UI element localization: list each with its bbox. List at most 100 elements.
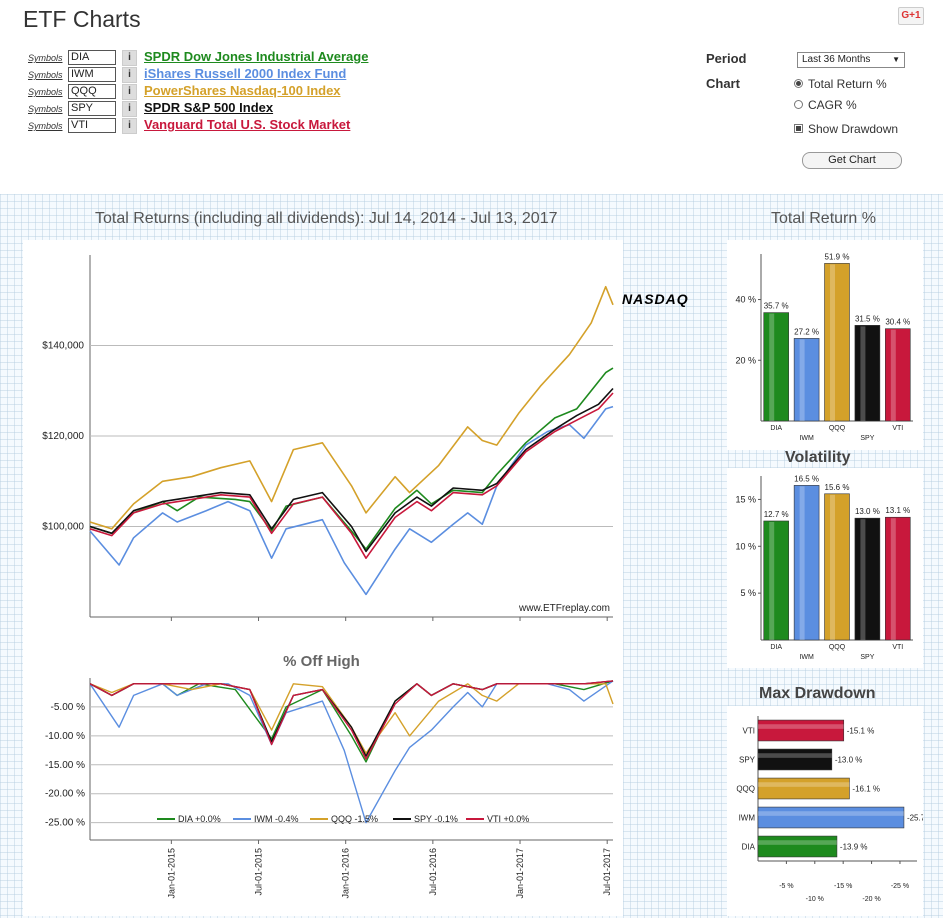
max-drawdown-bars: -15.1 % VTI -13.0 % SPY -16.1 % QQQ -25.7 % IWM…	[736, 716, 935, 903]
y-tick-label: 10 %	[735, 541, 756, 551]
x-tick-label: DIA	[770, 425, 782, 432]
y-tick-label: IWM	[739, 814, 756, 823]
bar-dia	[763, 520, 789, 641]
y-tick-label: -5.00 %	[51, 702, 86, 713]
bar-highlight	[860, 519, 866, 640]
fund-link[interactable]: SPDR Dow Jones Industrial Average	[144, 49, 369, 64]
google-plus-button[interactable]: G+1	[898, 7, 924, 25]
x-tick-label: QQQ	[829, 425, 846, 432]
bar-highlight	[830, 494, 836, 640]
drawdown-line-dia	[89, 680, 614, 763]
y-tick-label: 20 %	[735, 355, 756, 365]
chart-label: Chart	[706, 76, 740, 91]
legend-item: VTI +0.0%	[487, 814, 529, 824]
series-line-iwm	[89, 405, 614, 596]
show-drawdown-checkbox[interactable]: Show Drawdown	[794, 122, 898, 136]
fund-link[interactable]: iShares Russell 2000 Index Fund	[144, 66, 347, 81]
symbols-link[interactable]: Symbols	[28, 53, 63, 63]
symbol-input[interactable]: SPY	[68, 101, 116, 116]
symbols-link[interactable]: Symbols	[28, 104, 63, 114]
fund-link[interactable]: PowerShares Nasdaq-100 Index	[144, 83, 341, 98]
bar-highlight	[890, 329, 896, 421]
symbols-link[interactable]: Symbols	[28, 70, 63, 80]
radio-selected-icon	[794, 79, 803, 88]
y-tick-label: 40 %	[735, 295, 756, 305]
info-button[interactable]: i	[122, 50, 137, 66]
symbols-link[interactable]: Symbols	[28, 121, 63, 131]
off-high-chart: % Off High -5.00 % -10.00 % -15.00 % -20.00 …	[45, 653, 614, 899]
bar-iwm	[757, 806, 905, 829]
bar-value-label: 12.7 %	[764, 510, 789, 519]
drawdown-line-spy	[89, 680, 614, 757]
total-return-title: Total Return %	[771, 210, 876, 227]
legend-item: SPY -0.1%	[414, 814, 458, 824]
symbol-input[interactable]: VTI	[68, 118, 116, 133]
x-tick-label: IWM	[799, 654, 814, 661]
y-tick-label: 15 %	[735, 494, 756, 504]
x-tick-label: -20 %	[862, 896, 880, 903]
main-chart-svg: $100,000 $120,000 $140,000 www.ETFreplay.co…	[42, 255, 614, 899]
total-returns-chart: $100,000 $120,000 $140,000 www.ETFreplay.co…	[42, 255, 614, 621]
y-tick-label: DIA	[742, 843, 756, 852]
fund-link[interactable]: Vanguard Total U.S. Stock Market	[144, 117, 351, 132]
series-line-qqq	[89, 285, 614, 530]
total-return-bars: 20 % 40 % 35.7 % DIA 27.2 % IWM 51.9 % QQQ 31.5 …	[735, 252, 913, 442]
bar-highlight	[758, 840, 837, 845]
legend-item: IWM -0.4%	[254, 814, 299, 824]
y-tick-label: 5 %	[740, 588, 756, 598]
x-tick-label: SPY	[860, 435, 874, 442]
drawdown-line-qqq	[89, 683, 614, 754]
fund-link[interactable]: SPDR S&P 500 Index	[144, 100, 274, 115]
y-tick-label: QQQ	[736, 785, 755, 794]
x-tick-label: Jan-01-2017	[515, 848, 525, 899]
bar-vti	[757, 719, 845, 742]
symbol-input[interactable]: DIA	[68, 50, 116, 65]
symbol-input[interactable]: IWM	[68, 67, 116, 82]
symbols-link[interactable]: Symbols	[28, 87, 63, 97]
info-button[interactable]: i	[122, 67, 137, 83]
series-line-dia	[89, 367, 614, 550]
symbol-input[interactable]: QQQ	[68, 84, 116, 99]
cagr-label: CAGR %	[808, 98, 857, 112]
period-select[interactable]: Last 36 Months ▼	[797, 52, 905, 68]
legend-item: QQQ -1.5%	[331, 814, 378, 824]
bar-dia	[757, 835, 838, 858]
period-value: Last 36 Months	[802, 54, 871, 65]
x-tick-label: -10 %	[806, 896, 824, 903]
volatility-bars: 5 % 10 % 15 % 12.7 % DIA 16.5 % IWM 15.6 % QQQ 13…	[735, 474, 913, 661]
bar-vti	[885, 516, 911, 641]
x-tick-label: IWM	[799, 435, 814, 442]
get-chart-button[interactable]: Get Chart	[802, 152, 902, 169]
info-button[interactable]: i	[122, 118, 137, 134]
bar-highlight	[758, 753, 832, 758]
main-chart-title: Total Returns (including all dividends):…	[95, 210, 558, 227]
bar-highlight	[758, 724, 844, 729]
info-button[interactable]: i	[122, 101, 137, 117]
total-return-radio[interactable]: Total Return %	[794, 77, 887, 91]
bar-value-label: -16.1 %	[852, 785, 880, 794]
y-tick-label: -20.00 %	[45, 789, 85, 800]
y-tick-label: $120,000	[42, 431, 84, 442]
x-tick-label: DIA	[770, 644, 782, 651]
bar-value-label: 51.9 %	[825, 252, 850, 261]
series-line-spy	[89, 387, 614, 553]
bar-iwm	[793, 485, 820, 641]
volatility-title: Volatility	[785, 449, 851, 466]
bar-spy	[757, 748, 833, 771]
chevron-down-icon: ▼	[892, 55, 900, 64]
y-tick-label: -25.00 %	[45, 818, 85, 829]
bar-value-label: -13.9 %	[840, 843, 868, 852]
x-tick-label: -25 %	[891, 883, 909, 890]
y-tick-label: -15.00 %	[45, 760, 85, 771]
cagr-radio[interactable]: CAGR %	[794, 98, 857, 112]
bar-highlight	[860, 326, 866, 421]
bar-value-label: -13.0 %	[835, 756, 863, 765]
info-button[interactable]: i	[122, 84, 137, 100]
bar-value-label: 35.7 %	[764, 302, 789, 311]
radio-empty-icon	[794, 100, 803, 109]
bar-highlight	[769, 313, 775, 421]
bar-highlight	[758, 811, 904, 816]
x-tick-label: Jul-01-2015	[254, 848, 264, 896]
y-tick-label: VTI	[743, 727, 755, 736]
x-tick-label: VTI	[892, 425, 903, 432]
